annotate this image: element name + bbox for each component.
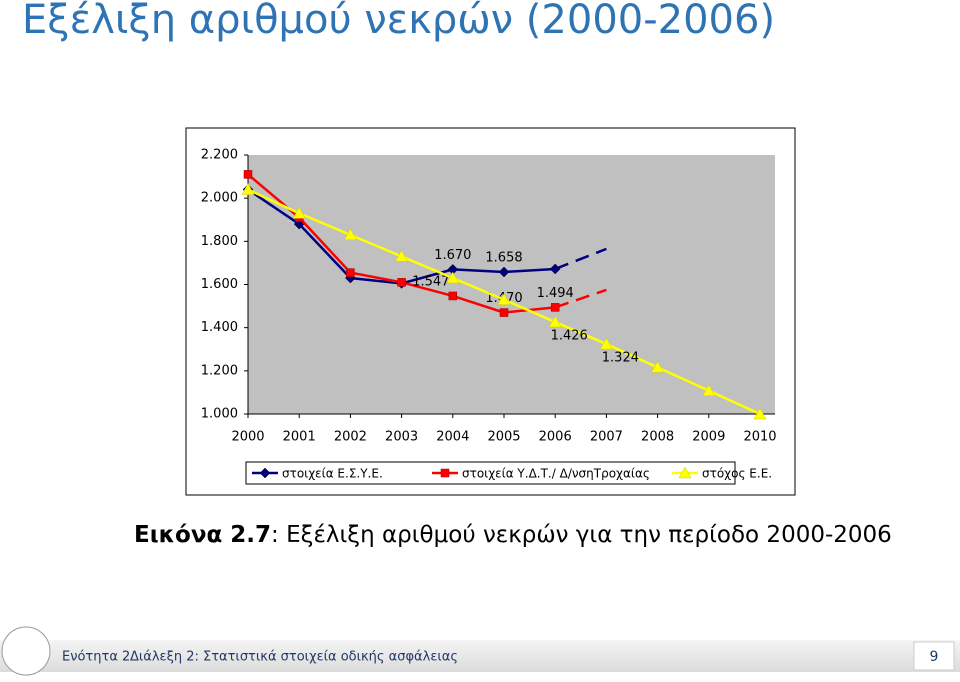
data-label: 1.426 (551, 329, 588, 344)
point (446, 271, 460, 284)
point (292, 206, 306, 219)
legend-label: στόχος Ε.Ε. (702, 467, 772, 481)
data-label: 1.494 (537, 286, 574, 301)
slide-title: Εξέλιξη αριθμού νεκρών (2000-2006) (22, 0, 775, 43)
point (753, 407, 767, 420)
point (346, 268, 355, 277)
y-tick-label: 1.200 (201, 363, 238, 378)
point (548, 315, 562, 328)
y-tick-label: 1.400 (201, 320, 238, 335)
x-tick-label: 2005 (487, 430, 520, 445)
footer-bar (0, 640, 960, 672)
x-tick-label: 2000 (231, 430, 264, 445)
x-tick-label: 2009 (692, 430, 725, 445)
legend-label: στοιχεία Υ.Δ.Τ./ Δ/νσηΤροχαίας (462, 467, 650, 481)
y-tick-label: 1.800 (201, 234, 238, 249)
footer-unit: Ενότητα 2 (62, 650, 130, 665)
point (549, 263, 561, 275)
x-tick-label: 2010 (743, 430, 776, 445)
x-tick-label: 2002 (334, 430, 367, 445)
point (343, 228, 357, 241)
data-label: 1.658 (485, 250, 522, 265)
point (499, 308, 509, 317)
point (397, 278, 406, 287)
y-tick-label: 2.200 (201, 148, 238, 163)
point (448, 291, 458, 301)
point (259, 467, 271, 479)
plot-area (248, 155, 775, 414)
point (498, 266, 510, 278)
caption: Εικόνα 2.7: Εξέλιξη αριθμού νεκρών για τ… (134, 522, 892, 548)
point (702, 384, 716, 396)
y-tick-label: 1.000 (201, 407, 238, 422)
point (440, 468, 450, 478)
page-number: 9 (930, 649, 939, 665)
data-label: 1.670 (434, 248, 471, 263)
x-tick-label: 2007 (590, 430, 623, 445)
y-tick-label: 2.000 (201, 191, 238, 206)
x-tick-label: 2001 (283, 430, 316, 445)
point (599, 337, 613, 350)
projection-line (554, 288, 607, 309)
x-tick-label: 2008 (641, 430, 674, 445)
y-tick-label: 1.600 (201, 277, 238, 292)
point (497, 293, 511, 305)
data-label: 1.547 (412, 274, 449, 289)
logo (1, 626, 51, 676)
legend (245, 461, 736, 485)
point (550, 303, 560, 312)
point (678, 466, 692, 479)
x-tick-label: 2003 (385, 430, 418, 445)
caption-label: Εικόνα 2.7 (134, 522, 271, 548)
point (395, 249, 409, 262)
data-label: 1.324 (602, 351, 639, 366)
page-box (913, 641, 955, 671)
point (651, 360, 665, 373)
projection-line (554, 247, 607, 271)
caption-text: : Εξέλιξη αριθμού νεκρών για την περίοδο… (271, 522, 892, 548)
x-tick-label: 2006 (539, 430, 572, 445)
point (241, 183, 255, 195)
legend-label: στοιχεία Ε.Σ.Υ.Ε. (282, 467, 383, 481)
point (243, 170, 253, 179)
footer-lecture: Διάλεξη 2: Στατιστικά στοιχεία οδικής ασ… (130, 650, 458, 665)
x-tick-label: 2004 (436, 430, 469, 445)
